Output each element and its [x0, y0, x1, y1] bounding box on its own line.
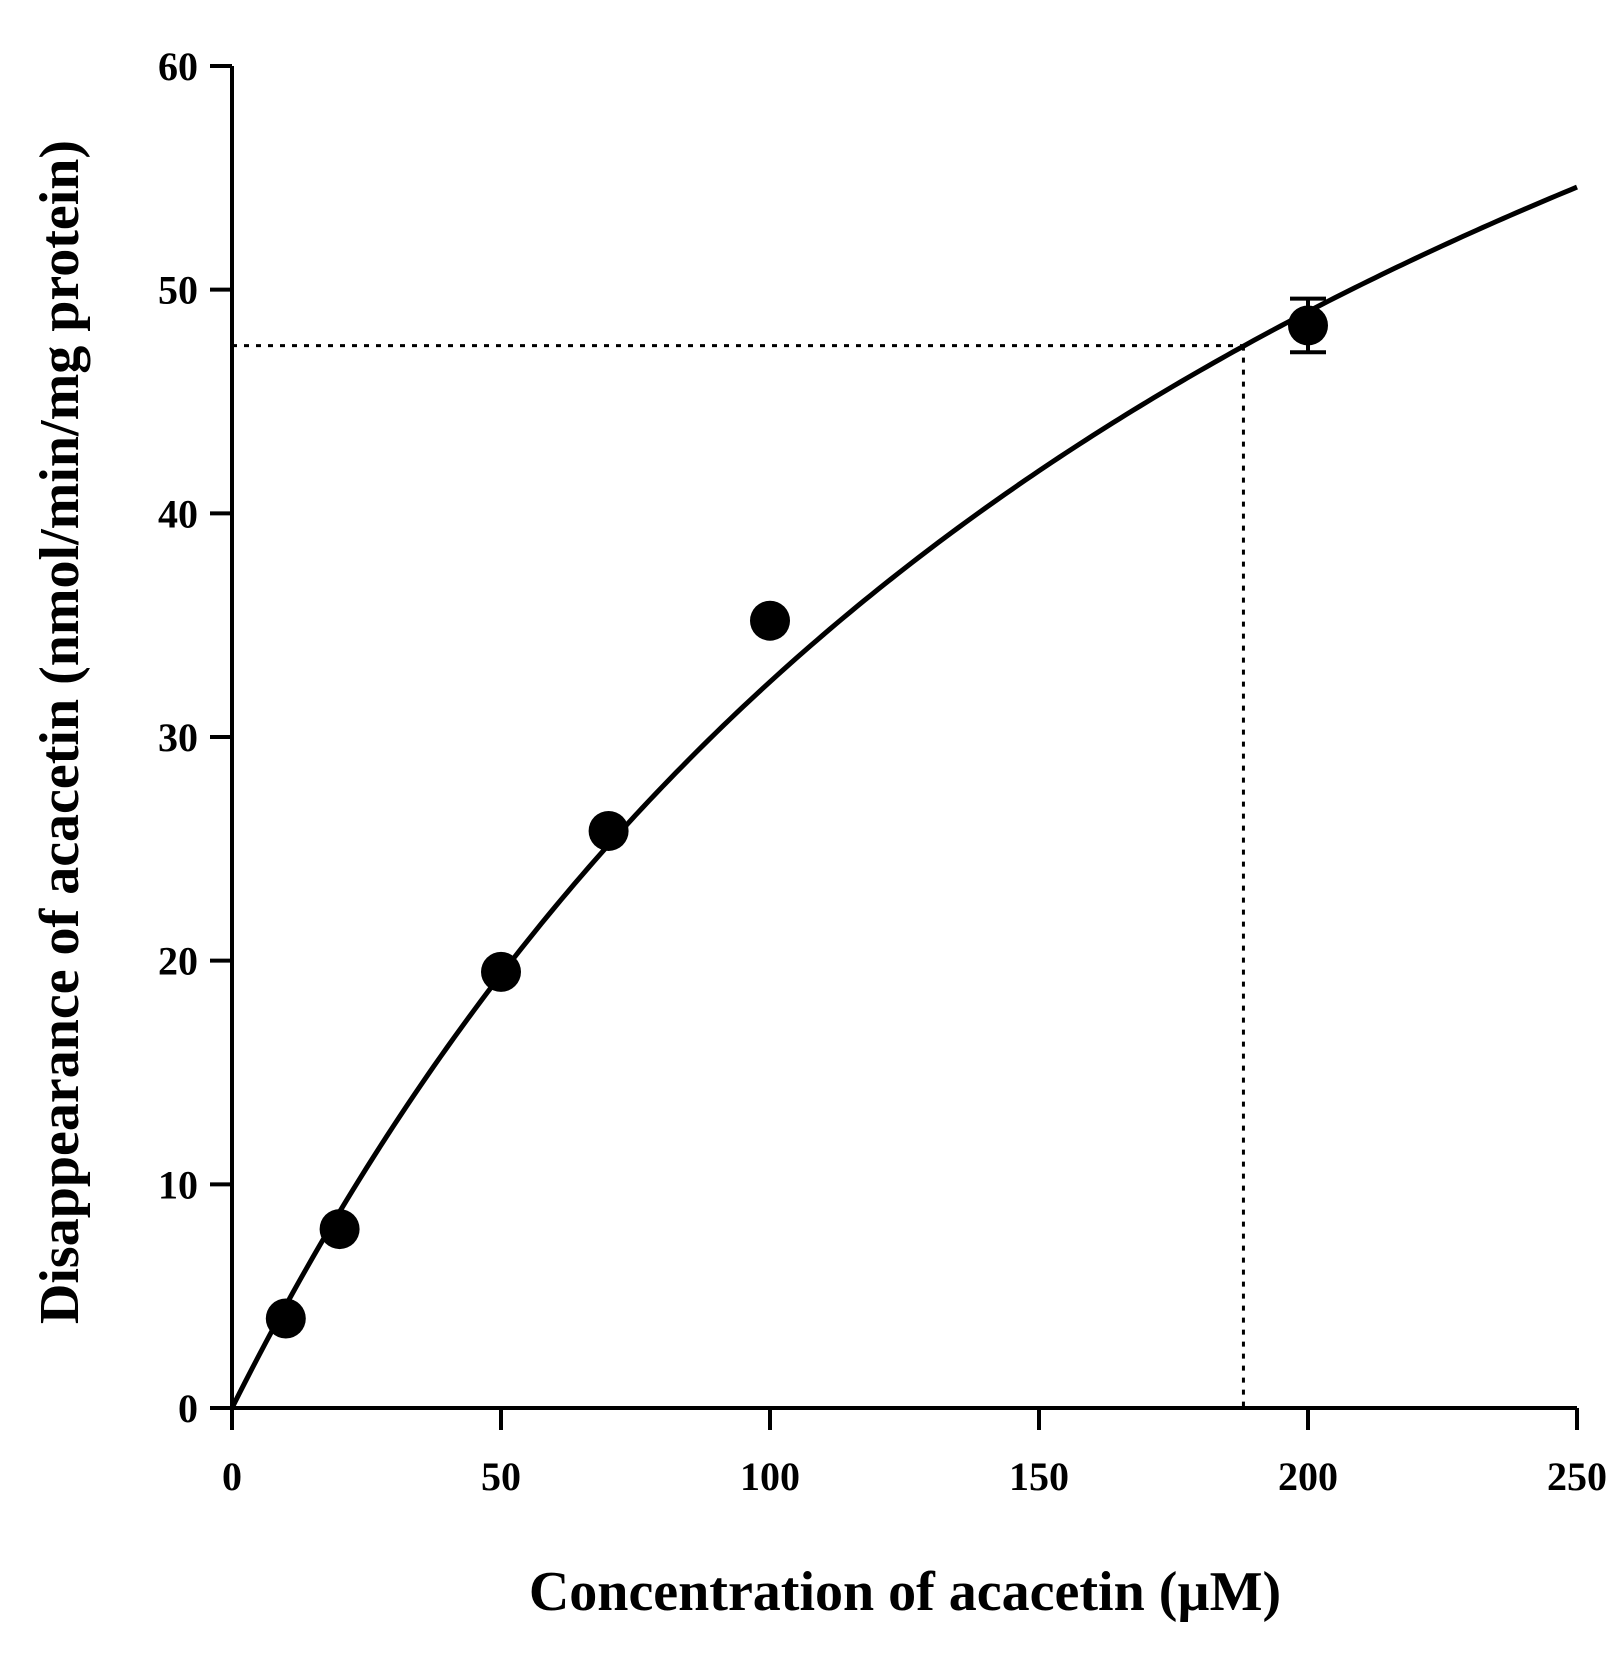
y-tick-label: 20 — [158, 939, 198, 984]
y-tick-label: 50 — [158, 268, 198, 313]
y-tick-label: 30 — [158, 715, 198, 760]
data-point — [1288, 305, 1328, 346]
y-tick-label: 0 — [178, 1386, 198, 1431]
y-tick-label: 60 — [158, 44, 198, 89]
data-point — [265, 1298, 306, 1339]
x-tick-label: 200 — [1278, 1454, 1338, 1499]
data-point — [588, 810, 629, 851]
y-axis-title: Disappearance of acacetin (nmol/min/mg p… — [29, 140, 91, 1324]
data-points — [265, 296, 1328, 1339]
y-tick-label: 40 — [158, 491, 198, 536]
x-axis-title: Concentration of acacetin (µM) — [529, 1561, 1281, 1623]
data-point — [481, 951, 521, 992]
x-tick-label: 150 — [1009, 1454, 1069, 1499]
x-tick-label: 250 — [1547, 1454, 1607, 1499]
x-tick-label: 0 — [222, 1454, 242, 1499]
data-point — [750, 600, 790, 641]
y-tick-label: 10 — [158, 1162, 198, 1207]
x-tick-label: 50 — [481, 1454, 521, 1499]
x-tick-label: 100 — [740, 1454, 800, 1499]
reference-lines — [232, 344, 1245, 1408]
data-point — [319, 1209, 360, 1250]
fit-curve — [229, 184, 1578, 1410]
axes: 0 10 20 30 40 50 60 0 50 100 150 200 250 — [158, 44, 1607, 1499]
